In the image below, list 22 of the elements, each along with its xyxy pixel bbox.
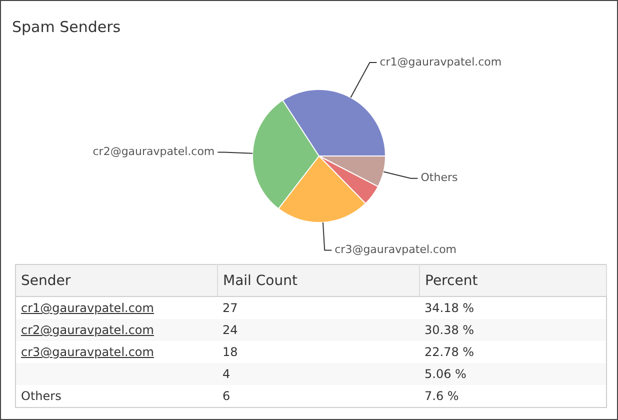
category-label: cr3@gauravpatel.com [21, 345, 154, 359]
slice-label: cr2@gauravpatel.com [92, 145, 215, 158]
text: 24 [222, 322, 239, 339]
text: 34.18 % [424, 300, 476, 317]
text: 6 [222, 388, 232, 405]
text: 27 [222, 300, 239, 317]
chart-title: Spam Senders [12, 18, 121, 36]
text: Sender [16, 264, 218, 296]
text: Mail Count [218, 264, 420, 296]
text: Percent [420, 264, 606, 296]
category-label: cr2@gauravpatel.com [21, 323, 154, 337]
text: 18 [222, 344, 239, 361]
text: 4 [222, 366, 232, 383]
category-label: Others [21, 389, 62, 403]
slice-label: Others [420, 171, 458, 184]
category-label: cr1@gauravpatel.com [21, 301, 154, 315]
slice-label: cr1@gauravpatel.com [380, 55, 502, 68]
text: 5.06 % [424, 366, 468, 383]
text: 22.78 % [424, 344, 476, 361]
slice-label: cr3@gauravpatel.com [334, 243, 457, 256]
text: 30.38 % [424, 322, 476, 339]
text: 7.6 % [424, 388, 460, 405]
